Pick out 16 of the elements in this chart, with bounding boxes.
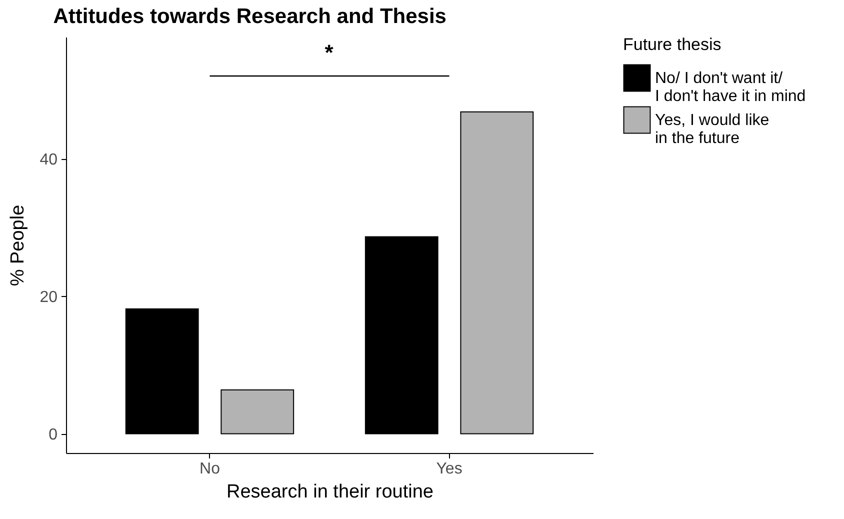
bar — [125, 308, 199, 434]
y-tick-label: 0 — [48, 426, 58, 444]
y-axis-title: % People — [8, 204, 29, 286]
chart-title: Attitudes towards Research and Thesis — [53, 5, 446, 28]
legend-label: No/ I don't want it/ I don't have it in mind — [655, 70, 806, 105]
x-axis-title: Research in their routine — [226, 482, 434, 502]
y-tick-label: 20 — [40, 288, 58, 306]
y-tick-label: 40 — [40, 152, 58, 169]
x-tick-label: Yes — [436, 460, 462, 478]
legend-label: Yes, I would like in the future — [655, 112, 770, 147]
bar — [220, 389, 294, 434]
bar — [364, 236, 438, 434]
bar — [460, 111, 534, 434]
x-tick-label: No — [200, 460, 220, 478]
legend-title: Future thesis — [623, 35, 722, 54]
annotation: * — [324, 40, 334, 65]
